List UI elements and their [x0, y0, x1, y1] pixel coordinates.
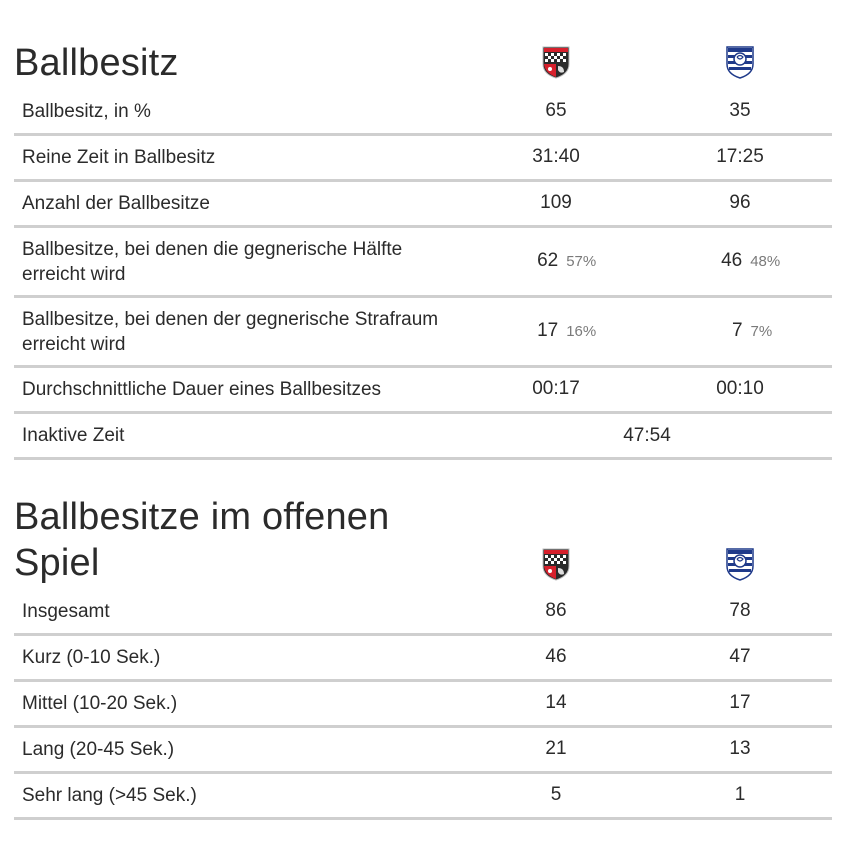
stat-row: Kurz (0-10 Sek.) 46 47 [14, 636, 832, 682]
stat-label: Durchschnittliche Dauer eines Ballbesitz… [22, 379, 382, 400]
stat-label: Ballbesitz, in % [22, 101, 151, 122]
stat-label: Insgesamt [22, 601, 110, 622]
home-value-main: 62 [537, 249, 559, 271]
stat-label: Mittel (10-20 Sek.) [22, 693, 178, 714]
away-value-main: 17:25 [716, 145, 764, 167]
stat-label: Kurz (0-10 Sek.) [22, 647, 161, 668]
fc-ingolstadt-crest-icon [540, 44, 572, 80]
section-title: Ballbesitze im offenen Spiel [14, 496, 390, 584]
msv-duisburg-crest-icon [724, 546, 756, 582]
section-ballbesitz: Ballbesitz [14, 0, 832, 460]
stat-label: Lang (20-45 Sek.) [22, 739, 175, 760]
away-value-main: 47 [729, 645, 751, 667]
home-value-percent: 57% [566, 252, 597, 270]
stat-label: Ballbesitze, bei denen die gegnerische H… [22, 238, 403, 285]
away-value-percent: 7% [750, 322, 773, 340]
page: Ballbesitz [14, 0, 832, 820]
away-value-main: 35 [729, 99, 751, 121]
section-header: Ballbesitz [14, 34, 832, 90]
stat-label: Inaktive Zeit [22, 425, 125, 446]
home-value-main: 31:40 [532, 145, 580, 167]
away-value-main: 96 [729, 191, 751, 213]
home-value-main: 86 [545, 599, 567, 621]
stat-row: Reine Zeit in Ballbesitz 31:40 17:25 [14, 136, 832, 182]
stat-row: Sehr lang (>45 Sek.) 5 1 [14, 774, 832, 820]
stat-row: Inaktive Zeit 47:54 [14, 414, 832, 460]
away-value-main: 78 [729, 599, 751, 621]
stat-row: Mittel (10-20 Sek.) 14 17 [14, 682, 832, 728]
stat-row: Ballbesitze, bei denen der gegnerische S… [14, 298, 832, 368]
home-value-main: 5 [550, 783, 562, 805]
away-value-main: 00:10 [716, 377, 764, 399]
team-logos [14, 34, 832, 90]
away-value-percent: 48% [750, 252, 781, 270]
stat-label: Sehr lang (>45 Sek.) [22, 785, 197, 806]
msv-duisburg-crest-icon [724, 44, 756, 80]
stat-label: Anzahl der Ballbesitze [22, 193, 210, 214]
fc-ingolstadt-crest-icon [540, 546, 572, 582]
stat-row: Durchschnittliche Dauer eines Ballbesitz… [14, 368, 832, 414]
home-value-percent: 16% [566, 322, 597, 340]
away-value-main: 46 [721, 249, 743, 271]
away-value-main: 1 [734, 783, 746, 805]
stat-row: Insgesamt 86 78 [14, 590, 832, 636]
home-value-main: 17 [537, 319, 559, 341]
home-value-main: 21 [545, 737, 567, 759]
away-value-main: 7 [731, 319, 743, 341]
stat-row: Lang (20-45 Sek.) 21 13 [14, 728, 832, 774]
section-offenes-spiel: Ballbesitze im offenen Spiel [14, 460, 832, 820]
home-value-main: 14 [545, 691, 567, 713]
home-value-main: 65 [545, 99, 567, 121]
section-title: Ballbesitz [14, 42, 179, 84]
stat-label: Ballbesitze, bei denen der gegnerische S… [22, 308, 439, 355]
section-header: Ballbesitze im offenen Spiel [14, 496, 832, 590]
combined-value: 47:54 [623, 424, 671, 446]
away-value-main: 17 [729, 691, 751, 713]
stat-row: Ballbesitz, in % 65 35 [14, 90, 832, 136]
home-value-main: 109 [540, 191, 572, 213]
away-value-main: 13 [729, 737, 751, 759]
home-value-main: 46 [545, 645, 567, 667]
team-logos [14, 496, 832, 590]
stat-row: Ballbesitze, bei denen die gegnerische H… [14, 228, 832, 298]
stat-label: Reine Zeit in Ballbesitz [22, 147, 216, 168]
home-value-main: 00:17 [532, 377, 580, 399]
stat-row: Anzahl der Ballbesitze 109 96 [14, 182, 832, 228]
